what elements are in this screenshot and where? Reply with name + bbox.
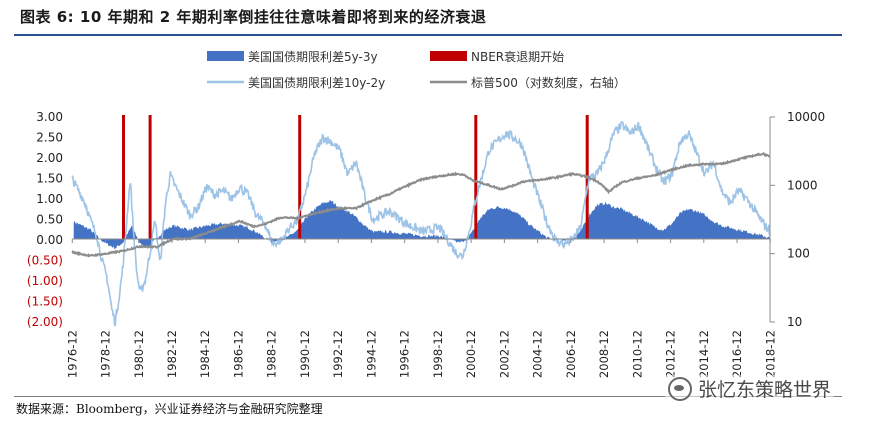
x-tick-label-21: 2018-12 <box>763 330 777 378</box>
x-tick-label-16: 2008-12 <box>597 330 611 378</box>
legend-label-spread5y3y: 美国国债期限利差5y-3y <box>248 50 378 64</box>
x-tick-label-14: 2004-12 <box>531 330 545 378</box>
right-tick-label-2: 100 <box>787 247 810 261</box>
x-tick-label-19: 2014-12 <box>697 330 711 378</box>
watermark: 张忆东策略世界 <box>665 375 835 402</box>
x-tick-label-9: 1994-12 <box>364 330 378 378</box>
series-area-spread5y3y <box>73 200 770 250</box>
left-tick-label-8: (1.00) <box>27 274 63 288</box>
x-tick-label-2: 1980-12 <box>132 330 146 378</box>
legend-label-sp500: 标普500（对数刻度，右轴） <box>471 75 626 90</box>
x-tick-label-20: 2016-12 <box>730 330 744 378</box>
left-tick-label-9: (1.50) <box>27 295 63 309</box>
recession-bar-0 <box>122 115 125 239</box>
left-tick-label-5: 0.50 <box>36 213 63 227</box>
x-tick-label-6: 1988-12 <box>265 330 279 378</box>
page-title: 图表 6: 10 年期和 2 年期利率倒挂往往意味着即将到来的经济衰退 <box>20 8 487 26</box>
recession-bar-1 <box>148 115 152 239</box>
left-tick-label-6: 0.00 <box>36 233 63 247</box>
left-tick-label-0: 3.00 <box>36 110 63 124</box>
x-tick-label-3: 1982-12 <box>165 330 179 378</box>
legend-swatch-spread5y3y <box>207 51 244 61</box>
x-tick-label-5: 1986-12 <box>232 330 246 378</box>
x-tick-label-4: 1984-12 <box>198 330 212 378</box>
series-line-spread10y2y <box>71 121 771 327</box>
chart: 美国国债期限利差5y-3y NBER衰退期开始 美国国债期限利差10y-2y 标… <box>27 49 825 378</box>
source-note: 数据来源：Bloomberg，兴业证券经济与金融研究院整理 <box>16 402 323 416</box>
legend: 美国国债期限利差5y-3y NBER衰退期开始 美国国债期限利差10y-2y 标… <box>207 49 626 90</box>
x-tick-label-18: 2012-12 <box>664 330 678 378</box>
x-tick-label-11: 1998-12 <box>431 330 445 378</box>
left-tick-label-10: (2.00) <box>27 315 63 329</box>
watermark-text: 张忆东策略世界 <box>698 379 832 401</box>
recession-bar-3 <box>474 115 478 239</box>
series-line-sp500 <box>71 151 771 258</box>
x-tick-label-12: 2000-12 <box>464 330 478 378</box>
footer-divider <box>14 396 842 397</box>
left-tick-label-7: (0.50) <box>27 254 63 268</box>
left-tick-label-2: 2.00 <box>36 151 63 165</box>
x-tick-label-7: 1990-12 <box>298 330 312 378</box>
x-tick-label-15: 2006-12 <box>564 330 578 378</box>
plot-area: 3.00 2.50 2.00 1.50 1.00 0.50 0.00 (0.50) (1.00)… <box>27 110 825 378</box>
left-tick-label-3: 1.50 <box>36 172 63 186</box>
title-divider <box>14 34 842 36</box>
x-tick-label-13: 2002-12 <box>497 330 511 378</box>
legend-label-spread10y2y: 美国国债期限利差10y-2y <box>248 76 385 90</box>
x-tick-label-8: 1992-12 <box>331 330 345 378</box>
legend-label-recession: NBER衰退期开始 <box>471 49 564 64</box>
recession-bar-2 <box>298 115 302 239</box>
left-tick-label-1: 2.50 <box>36 131 63 145</box>
x-tick-label-0: 1976-12 <box>65 330 79 378</box>
right-tick-label-3: 10 <box>787 315 802 329</box>
x-tick-label-10: 1996-12 <box>398 330 412 378</box>
left-tick-label-4: 1.00 <box>36 192 63 206</box>
right-tick-label-1: 1000 <box>787 178 818 192</box>
wechat-icon <box>668 376 692 401</box>
legend-swatch-recession <box>430 51 467 61</box>
right-tick-label-0: 10000 <box>787 110 825 124</box>
x-tick-label-17: 2010-12 <box>630 330 644 378</box>
x-tick-label-1: 1978-12 <box>99 330 113 378</box>
